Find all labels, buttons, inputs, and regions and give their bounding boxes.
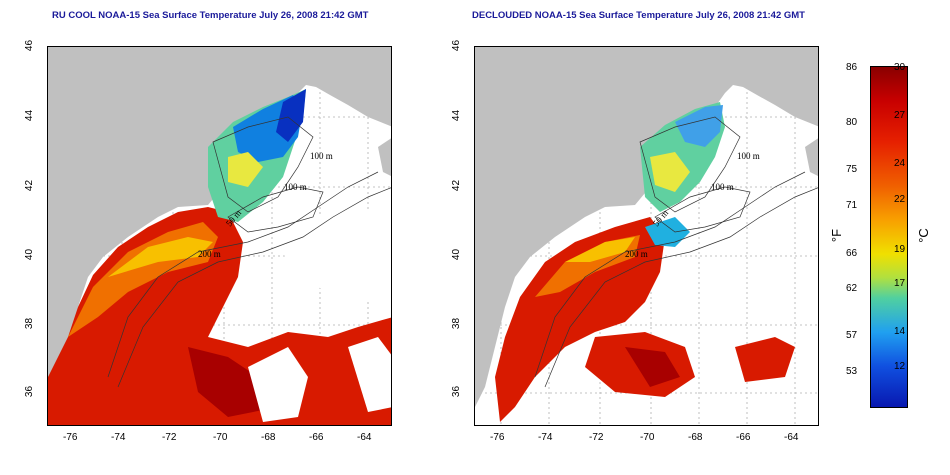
- left-isobath-label: 200 m: [198, 249, 221, 259]
- fahrenheit-tick: 66: [846, 248, 858, 259]
- right-map-title: DECLOUDED NOAA-15 Sea Surface Temperatur…: [472, 10, 805, 21]
- celsius-tick: 12: [894, 361, 906, 372]
- y-tick-label: 46: [24, 39, 36, 52]
- celsius-tick: 14: [894, 326, 906, 337]
- celsius-tick: 22: [894, 194, 906, 205]
- y-tick-label: 40: [451, 248, 463, 261]
- x-tick-label: -72: [162, 432, 177, 443]
- right-sst-map: 100 m 100 m 50 m 200 m: [474, 46, 819, 426]
- y-tick-label: 36: [451, 385, 463, 398]
- temperature-colorbar: [870, 66, 908, 408]
- left-map-svg: 100 m 100 m 50 m 200 m: [48, 47, 391, 425]
- y-tick-label: 36: [24, 385, 36, 398]
- celsius-tick: 19: [894, 244, 906, 255]
- left-isobath-label: 100 m: [310, 151, 333, 161]
- x-tick-label: -64: [357, 432, 372, 443]
- left-sst-map: 100 m 100 m 50 m 200 m: [47, 46, 392, 426]
- fahrenheit-tick: 75: [846, 164, 858, 175]
- y-tick-label: 42: [451, 179, 463, 192]
- fahrenheit-tick: 80: [846, 117, 858, 128]
- x-tick-label: -66: [736, 432, 751, 443]
- x-tick-label: -76: [63, 432, 78, 443]
- right-map-svg: 100 m 100 m 50 m 200 m: [475, 47, 818, 425]
- left-map-title: RU COOL NOAA-15 Sea Surface Temperature …: [52, 10, 369, 21]
- x-tick-label: -70: [640, 432, 655, 443]
- fahrenheit-tick: 57: [846, 330, 858, 341]
- right-isobath-label: 200 m: [625, 249, 648, 259]
- fahrenheit-tick: 62: [846, 283, 858, 294]
- x-tick-label: -74: [538, 432, 553, 443]
- y-tick-label: 38: [451, 317, 463, 330]
- x-tick-label: -74: [111, 432, 126, 443]
- x-tick-label: -72: [589, 432, 604, 443]
- x-tick-label: -64: [784, 432, 799, 443]
- y-tick-label: 44: [24, 109, 36, 122]
- fahrenheit-unit-label: °F: [829, 228, 845, 243]
- celsius-unit-label: °C: [915, 228, 931, 243]
- fahrenheit-tick: 86: [846, 62, 858, 73]
- y-tick-label: 44: [451, 109, 463, 122]
- left-isobath-label: 100 m: [284, 182, 307, 192]
- y-tick-label: 42: [24, 179, 36, 192]
- x-tick-label: -68: [688, 432, 703, 443]
- fahrenheit-tick: 53: [846, 366, 858, 377]
- fahrenheit-tick: 71: [846, 200, 858, 211]
- x-tick-label: -76: [490, 432, 505, 443]
- celsius-tick: 30: [894, 62, 906, 73]
- celsius-tick: 24: [894, 158, 906, 169]
- x-tick-label: -70: [213, 432, 228, 443]
- right-isobath-label: 100 m: [737, 151, 760, 161]
- x-tick-label: -66: [309, 432, 324, 443]
- celsius-tick: 17: [894, 278, 906, 289]
- y-tick-label: 40: [24, 248, 36, 261]
- y-tick-label: 46: [451, 39, 463, 52]
- celsius-tick: 27: [894, 110, 906, 121]
- x-tick-label: -68: [261, 432, 276, 443]
- right-isobath-label: 100 m: [711, 182, 734, 192]
- y-tick-label: 38: [24, 317, 36, 330]
